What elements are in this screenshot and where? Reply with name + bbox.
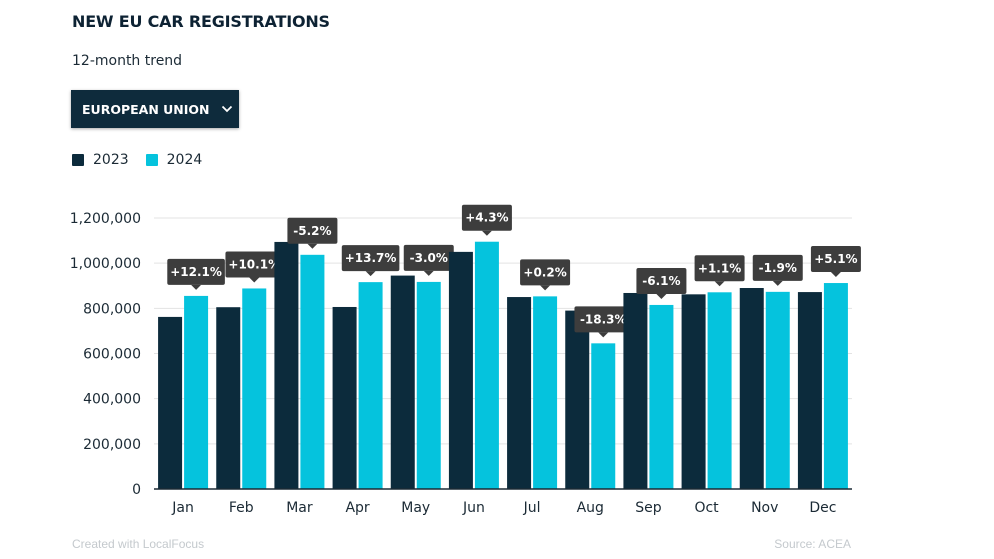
change-label-jan: +12.1%: [170, 265, 222, 279]
chart-subtitle: 12-month trend: [72, 53, 183, 69]
bar-2023-feb: [216, 307, 241, 489]
credit-text: Created with LocalFocus: [72, 537, 205, 551]
change-label-box: [574, 306, 633, 333]
change-label-pointer: [772, 280, 783, 286]
x-tick-label: Jul: [523, 500, 541, 516]
x-tick-label: Apr: [345, 500, 369, 516]
bar-2024-jun: [474, 241, 499, 489]
change-label-box: [520, 259, 571, 286]
change-label-mar: -5.2%: [293, 224, 331, 238]
change-label-pointer: [307, 243, 318, 249]
bar-2024-sep: [649, 304, 674, 489]
change-label-feb: +10.1%: [228, 257, 280, 271]
legend-swatch-2024: [145, 154, 158, 166]
bar-2024-dec: [823, 283, 848, 489]
bar-2023-jul: [507, 297, 532, 489]
x-tick-label: Sep: [635, 500, 662, 516]
chevron-down-icon: [221, 105, 233, 113]
change-label-pointer: [365, 271, 376, 277]
change-label-box: [341, 245, 400, 272]
bar-2024-nov: [765, 291, 790, 489]
bar-2024-may: [416, 281, 441, 489]
bar-2023-aug: [565, 310, 590, 489]
bar-2023-nov: [739, 288, 764, 489]
y-tick-label: 0: [132, 482, 141, 498]
legend-swatch-2023: [72, 154, 84, 166]
change-label-oct: +1.1%: [698, 261, 741, 275]
bar-2023-jun: [448, 251, 473, 489]
change-label-dec: +5.1%: [814, 252, 857, 266]
change-label-aug: -18.3%: [580, 312, 627, 326]
bar-2023-sep: [623, 292, 648, 489]
legend-item-2024[interactable]: 2024: [145, 152, 203, 168]
bar-2023-oct: [681, 294, 706, 489]
change-label-apr: +13.7%: [345, 251, 397, 265]
bar-2023-mar: [274, 241, 299, 489]
bar-2023-dec: [797, 292, 822, 489]
change-label-box: [694, 255, 745, 282]
change-label-pointer: [540, 285, 551, 291]
x-tick-label: May: [401, 500, 430, 516]
y-tick-label: 400,000: [83, 392, 141, 408]
change-label-pointer: [830, 272, 841, 278]
y-tick-label: 200,000: [83, 437, 141, 453]
bar-2024-oct: [707, 292, 732, 489]
change-label-box: [636, 267, 687, 294]
x-tick-label: Aug: [577, 500, 604, 516]
legend-item-2023[interactable]: 2023: [72, 152, 129, 168]
x-tick-label: Dec: [809, 500, 836, 516]
x-tick-label: Nov: [751, 500, 778, 516]
change-label-box: [287, 217, 338, 244]
change-label-jul: +0.2%: [523, 265, 566, 279]
legend-label-2023: 2023: [93, 152, 129, 168]
change-label-box: [461, 204, 512, 231]
change-label-box: [167, 258, 225, 285]
change-label-pointer: [423, 270, 434, 276]
change-label-pointer: [598, 332, 609, 338]
chart-title: NEW EU CAR REGISTRATIONS: [72, 12, 330, 31]
change-label-pointer: [481, 230, 492, 236]
source-text: Source: ACEA: [774, 537, 851, 551]
bar-2024-apr: [358, 282, 383, 489]
change-label-pointer: [714, 281, 725, 287]
bar-2024-jan: [184, 295, 209, 489]
bar-2024-jul: [533, 296, 558, 489]
region-dropdown[interactable]: EUROPEAN UNION: [71, 90, 239, 128]
y-tick-label: 1,200,000: [70, 211, 141, 227]
change-label-jun: +4.3%: [465, 211, 508, 225]
change-label-nov: -1.9%: [759, 261, 797, 275]
change-label-sep: -6.1%: [642, 274, 680, 288]
x-tick-label: Oct: [694, 500, 719, 516]
change-label-box: [810, 246, 861, 273]
y-tick-label: 600,000: [83, 347, 141, 363]
chart-legend: 2023 2024: [72, 152, 219, 168]
change-label-box: [225, 251, 284, 278]
legend-label-2024: 2024: [166, 152, 203, 168]
bar-2023-apr: [332, 306, 357, 489]
x-tick-label: Mar: [286, 500, 313, 516]
x-tick-label: Jun: [462, 500, 485, 516]
change-label-pointer: [656, 293, 667, 299]
change-label-pointer: [249, 277, 260, 283]
x-tick-label: Feb: [229, 500, 254, 516]
change-label-pointer: [191, 284, 202, 290]
bar-2023-may: [390, 275, 415, 489]
change-label-box: [403, 244, 454, 271]
bar-2024-mar: [300, 254, 325, 489]
change-label-box: [752, 254, 803, 281]
bar-2023-jan: [158, 316, 183, 489]
bar-2024-feb: [242, 288, 267, 489]
y-tick-label: 800,000: [83, 301, 141, 317]
region-dropdown-label: EUROPEAN UNION: [82, 101, 210, 117]
y-tick-label: 1,000,000: [70, 256, 141, 272]
x-tick-label: Jan: [171, 500, 194, 516]
bar-2024-aug: [591, 343, 616, 489]
change-label-may: -3.0%: [410, 251, 448, 265]
